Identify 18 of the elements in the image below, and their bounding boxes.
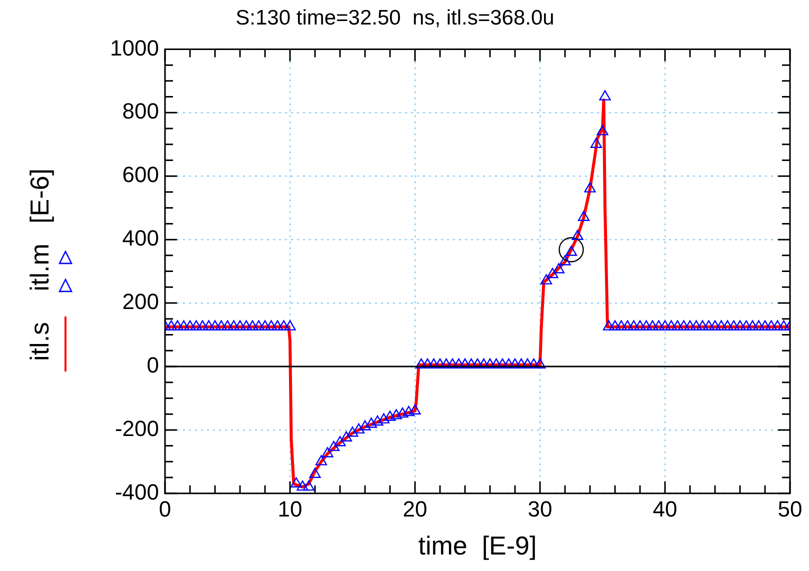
x-tick-label: 50 <box>778 496 802 522</box>
legend-label: itl.m <box>24 244 56 292</box>
y-axis-title: [E-6] <box>24 168 56 224</box>
y-tick-label: 0 <box>146 352 159 378</box>
legend-label: itl.s <box>24 322 56 361</box>
y-tick-label: 400 <box>122 226 159 251</box>
x-tick-label: 10 <box>278 496 302 522</box>
y-tick-label: 600 <box>122 162 159 188</box>
y-tick-label: 800 <box>122 98 159 124</box>
y-tick-label: -400 <box>114 479 159 504</box>
x-axis-title: time [E-9] <box>418 530 537 561</box>
y-tick-label: 200 <box>122 289 159 314</box>
x-tick-label: 40 <box>652 496 678 522</box>
x-tick-label: 30 <box>528 496 552 522</box>
chart-title: S:130 time=32.50 ns, itl.s=368.0u <box>236 6 554 30</box>
y-tick-label: 1000 <box>110 35 159 60</box>
x-tick-label: 20 <box>402 496 428 522</box>
y-tick-label: -200 <box>114 416 159 442</box>
